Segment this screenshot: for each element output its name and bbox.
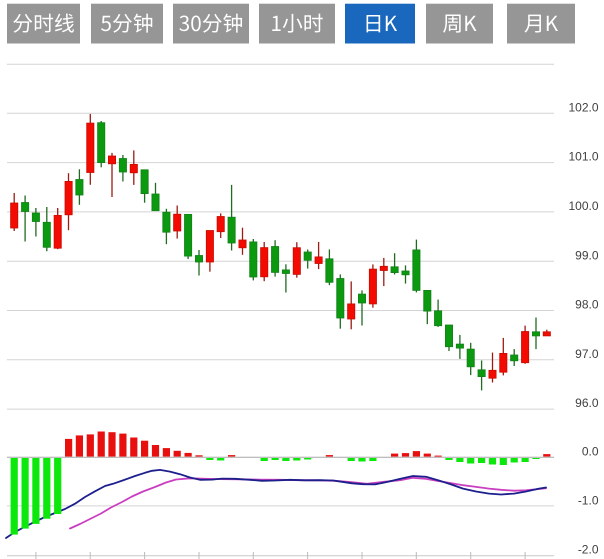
- svg-text:-1.0: -1.0: [578, 494, 599, 508]
- svg-text:102.0: 102.0: [568, 100, 598, 114]
- svg-text:100.0: 100.0: [568, 199, 598, 213]
- svg-text:101.0: 101.0: [568, 150, 598, 164]
- svg-text:99.0: 99.0: [575, 248, 599, 262]
- svg-text:-2.0: -2.0: [578, 543, 599, 557]
- svg-text:96.0: 96.0: [575, 396, 599, 410]
- svg-text:97.0: 97.0: [575, 347, 599, 361]
- svg-text:0.0: 0.0: [582, 445, 599, 459]
- svg-text:98.0: 98.0: [575, 298, 599, 312]
